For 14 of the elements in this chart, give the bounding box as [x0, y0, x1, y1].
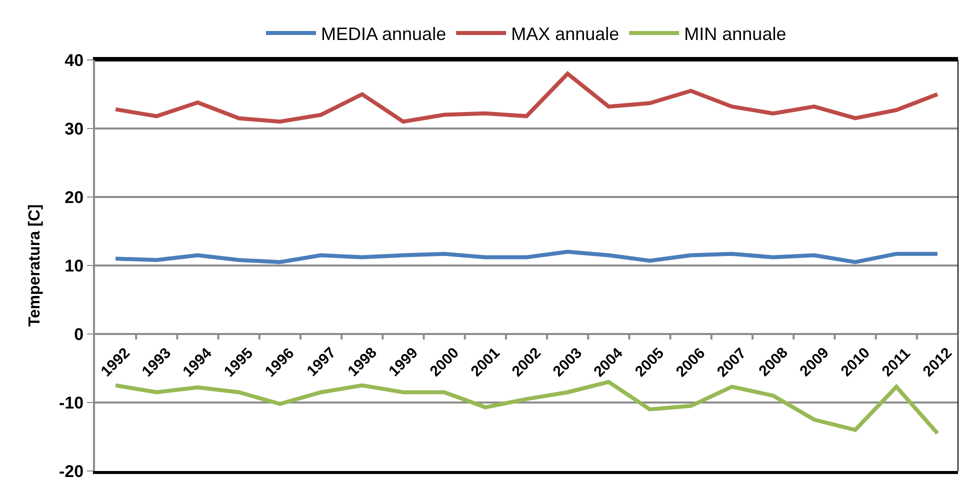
line-series — [114, 250, 940, 264]
y-axis-title: Temperatura [C] — [26, 204, 44, 327]
line-series — [114, 380, 940, 436]
legend-label: MAX annuale — [511, 24, 620, 44]
y-tick-label: -10 — [59, 393, 84, 412]
y-tick-label: 10 — [64, 256, 84, 276]
legend-label: MEDIA annuale — [321, 24, 446, 44]
y-tick-label: 30 — [64, 119, 84, 138]
y-tick-label: 0 — [74, 324, 84, 344]
legend-label: MIN annuale — [684, 24, 786, 44]
y-tick-label: 20 — [64, 188, 84, 207]
y-tick-label: -20 — [59, 462, 84, 481]
line-series — [114, 72, 940, 124]
y-tick-label: 40 — [64, 50, 84, 70]
